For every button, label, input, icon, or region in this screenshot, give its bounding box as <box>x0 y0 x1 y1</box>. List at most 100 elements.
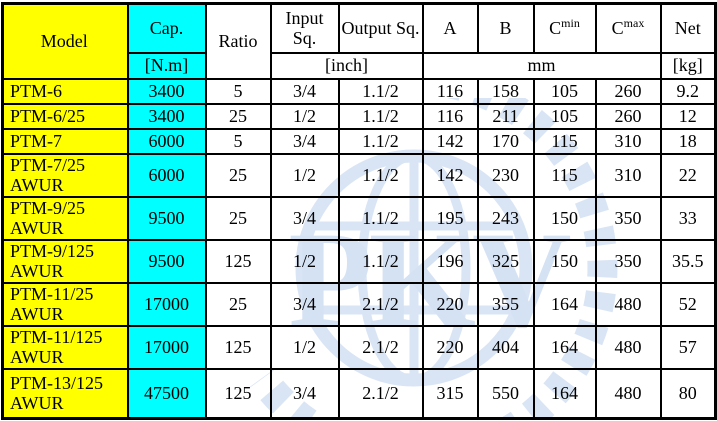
cell-a: 220 <box>421 281 479 327</box>
cell-input: 3/4 <box>269 127 340 155</box>
col-header-a: A <box>421 2 479 54</box>
table-row: PTM-11/125 AWUR 17000 125 1/2 2.1/2 220 … <box>1 324 717 370</box>
cell-output: 2.1/2 <box>337 324 424 370</box>
cell-a: 142 <box>421 127 479 155</box>
header-row-2: [N.m] [inch] mm [kg] <box>3 51 717 80</box>
cell-b: 211 <box>476 102 535 130</box>
cell-ratio: 25 <box>204 281 272 327</box>
unit-kg: [kg] <box>659 51 717 80</box>
col-header-input-sq: Input Sq. <box>269 2 340 54</box>
cell-a: 142 <box>421 152 479 198</box>
cell-ratio: 5 <box>204 127 272 155</box>
cell-b: 550 <box>476 367 535 420</box>
cell-ratio: 25 <box>204 102 272 130</box>
cell-ratio: 25 <box>204 195 272 241</box>
cell-cmax: 310 <box>594 127 662 155</box>
cell-a: 220 <box>421 324 479 370</box>
cell-input: 3/4 <box>269 195 340 241</box>
unit-mm: mm <box>421 51 662 80</box>
cell-cmin: 115 <box>532 127 597 155</box>
cell-net: 52 <box>659 281 717 327</box>
cell-ratio: 125 <box>204 238 272 284</box>
c-min-sup: min <box>561 16 580 31</box>
col-header-net: Net <box>659 2 717 54</box>
cell-cmax: 480 <box>594 281 662 327</box>
cell-cmax: 480 <box>594 367 662 420</box>
cell-model: PTM-13/125 AWUR <box>1 367 129 420</box>
cell-input: 3/4 <box>269 77 340 105</box>
cell-input: 3/4 <box>269 281 340 327</box>
cell-output: 1.1/2 <box>337 152 424 198</box>
cell-net: 12 <box>659 102 717 130</box>
cell-output: 2.1/2 <box>337 281 424 327</box>
cell-cap: 17000 <box>126 281 207 327</box>
cell-input: 1/2 <box>269 152 340 198</box>
cell-cmax: 350 <box>594 238 662 284</box>
cell-output: 1.1/2 <box>337 77 424 105</box>
cell-cmin: 105 <box>532 77 597 105</box>
cell-net: 57 <box>659 324 717 370</box>
cell-a: 315 <box>421 367 479 420</box>
cell-cap: 6000 <box>126 127 207 155</box>
cell-input: 1/2 <box>269 324 340 370</box>
col-header-cap: Cap. <box>126 2 207 54</box>
cell-a: 195 <box>421 195 479 241</box>
cell-ratio: 25 <box>204 152 272 198</box>
header-row-1: Model Cap. Ratio Input Sq. Output Sq. A … <box>1 2 717 80</box>
table-row: PTM-11/25 AWUR 17000 25 3/4 2.1/2 220 35… <box>1 281 717 327</box>
cell-cmax: 310 <box>594 152 662 198</box>
cell-net: 18 <box>659 127 717 155</box>
cell-cap: 3400 <box>126 102 207 130</box>
cell-cmax: 260 <box>594 77 662 105</box>
cell-cap: 9500 <box>126 195 207 241</box>
col-header-model: Model <box>1 2 129 80</box>
c-max-base: C <box>611 18 624 39</box>
cell-cmin: 105 <box>532 102 597 130</box>
unit-nm: [N.m] <box>126 51 207 80</box>
cell-cap: 6000 <box>126 152 207 198</box>
cell-cmin: 164 <box>532 281 597 327</box>
cell-model: PTM-11/25 AWUR <box>1 281 129 327</box>
col-header-b: B <box>476 2 535 54</box>
cell-ratio: 125 <box>204 324 272 370</box>
cell-net: 33 <box>659 195 717 241</box>
cell-net: 9.2 <box>659 77 717 105</box>
cell-input: 1/2 <box>269 238 340 284</box>
cell-cmax: 480 <box>594 324 662 370</box>
cell-a: 116 <box>421 102 479 130</box>
cell-cap: 9500 <box>126 238 207 284</box>
cell-b: 325 <box>476 238 535 284</box>
cell-a: 196 <box>421 238 479 284</box>
cell-b: 230 <box>476 152 535 198</box>
cell-model: PTM-7/25 AWUR <box>1 152 129 198</box>
cell-output: 1.1/2 <box>337 195 424 241</box>
cell-cap: 17000 <box>126 324 207 370</box>
table-row: PTM-9/125 AWUR 9500 125 1/2 1.1/2 196 32… <box>1 238 717 284</box>
col-header-output-sq: Output Sq. <box>337 2 424 54</box>
cell-cmin: 164 <box>532 324 597 370</box>
cell-model: PTM-7 <box>1 127 129 155</box>
cell-input: 1/2 <box>269 102 340 130</box>
table-row: PTM-9/25 AWUR 9500 25 3/4 1.1/2 195 243 … <box>1 195 717 241</box>
cell-cmax: 260 <box>594 102 662 130</box>
cell-net: 35.5 <box>659 238 717 284</box>
cell-cmin: 164 <box>532 367 597 420</box>
cell-cmin: 150 <box>532 238 597 284</box>
table-row: PTM-7 6000 5 3/4 1.1/2 142 170 115 310 1… <box>1 127 717 155</box>
cell-output: 1.1/2 <box>337 127 424 155</box>
cell-cmin: 150 <box>532 195 597 241</box>
table-row: PTM-13/125 AWUR 47500 125 3/4 2.1/2 315 … <box>1 367 717 420</box>
table-row: PTM-6 3400 5 3/4 1.1/2 116 158 105 260 9… <box>1 77 717 105</box>
cell-cmin: 115 <box>532 152 597 198</box>
cell-cap: 3400 <box>126 77 207 105</box>
cell-output: 1.1/2 <box>337 102 424 130</box>
cell-cap: 47500 <box>126 367 207 420</box>
col-header-c-max: Cmax <box>594 2 662 54</box>
cell-b: 170 <box>476 127 535 155</box>
col-header-ratio: Ratio <box>204 2 272 80</box>
table-row: PTM-6/25 3400 25 1/2 1.1/2 116 211 105 2… <box>1 102 717 130</box>
cell-a: 116 <box>421 77 479 105</box>
cell-net: 80 <box>659 367 717 420</box>
